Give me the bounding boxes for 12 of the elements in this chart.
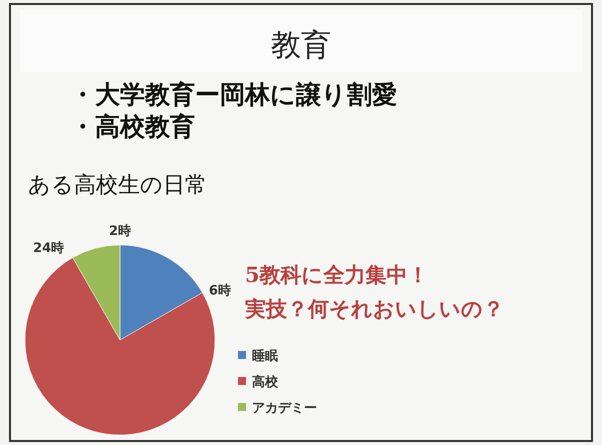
text: 実技？何それおいしいの？ xyxy=(244,296,504,321)
legend-label: アカデミー xyxy=(252,401,317,416)
text: 2時 xyxy=(108,224,132,239)
text: 5教科に全力集中！ xyxy=(245,262,429,287)
text: 6時 xyxy=(208,284,231,299)
text: 24時 xyxy=(33,241,64,256)
chart-title: 教育 xyxy=(271,28,331,63)
legend-label: 高校 xyxy=(252,374,279,390)
legend-label: 睡眠 xyxy=(252,348,278,364)
text: ・高校教育 xyxy=(70,112,195,141)
text: ・大学教育ー岡林に譲り割愛 xyxy=(70,80,397,109)
chart-subtitle: ある高校生の日常 xyxy=(28,173,207,198)
